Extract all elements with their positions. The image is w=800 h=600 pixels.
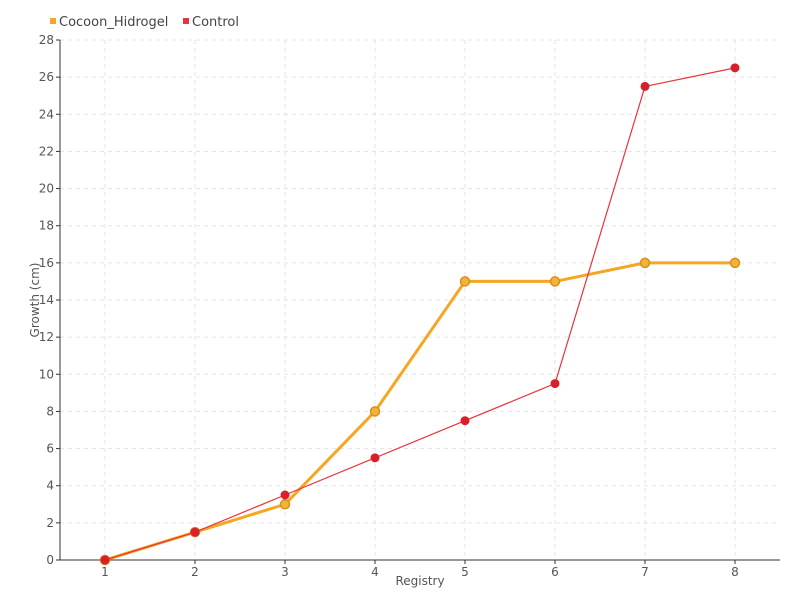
x-tick-label: 8 [731, 565, 739, 579]
y-tick-label: 0 [46, 553, 54, 567]
y-tick-label: 26 [39, 70, 54, 84]
data-point-cocoon-hidrogel [729, 257, 741, 269]
legend-label-control: Control [192, 15, 239, 30]
x-tick-label: 3 [281, 565, 289, 579]
y-tick-label: 18 [39, 219, 54, 233]
legend-swatch-control [183, 18, 189, 24]
data-point-control [460, 416, 470, 426]
y-axis-title: Growth (cm) [28, 263, 42, 338]
series-layer [99, 63, 741, 566]
y-tick-label: 14 [39, 293, 54, 307]
x-tick-label: 4 [371, 565, 379, 579]
y-tick-label: 12 [39, 330, 54, 344]
x-tick-label: 6 [551, 565, 559, 579]
series-control [100, 63, 740, 565]
grid [60, 39, 780, 560]
data-point-control [190, 527, 200, 537]
x-tick-label: 5 [461, 565, 469, 579]
series-line-control [104, 67, 736, 561]
data-point-control [730, 63, 740, 73]
data-point-cocoon-hidrogel [459, 276, 471, 287]
data-point-control [370, 453, 380, 463]
x-tick-label: 7 [641, 565, 649, 579]
data-point-control [100, 555, 110, 565]
y-tick-label: 24 [39, 107, 54, 121]
y-tick-label: 20 [39, 182, 54, 196]
y-tick-label: 28 [39, 33, 54, 47]
y-tick-label: 2 [46, 516, 54, 530]
y-tick-label: 6 [46, 442, 54, 456]
data-point-cocoon-hidrogel [639, 257, 651, 269]
data-point-control [550, 379, 560, 389]
axes [56, 39, 780, 564]
y-tick-label: 4 [46, 479, 54, 493]
series-line-cocoon-hidrogel [104, 261, 735, 562]
legend-label-cocoon-hidrogel: Cocoon_Hidrogel [59, 15, 168, 30]
x-axis-title: Registry [395, 574, 444, 588]
y-tick-label: 16 [39, 256, 54, 270]
x-tick-label: 2 [191, 565, 199, 579]
legend-swatch-cocoon-hidrogel [50, 18, 56, 24]
data-point-cocoon-hidrogel [279, 499, 291, 510]
data-point-cocoon-hidrogel [369, 406, 381, 417]
y-tick-label: 8 [46, 404, 54, 418]
y-tick-label: 22 [39, 144, 54, 158]
x-tick-label: 1 [101, 565, 109, 579]
legend: Cocoon_Hidrogel Control [50, 15, 239, 30]
data-point-control [280, 490, 290, 500]
data-point-control [640, 81, 650, 91]
y-tick-label: 10 [39, 367, 54, 381]
data-point-cocoon-hidrogel [549, 276, 561, 287]
